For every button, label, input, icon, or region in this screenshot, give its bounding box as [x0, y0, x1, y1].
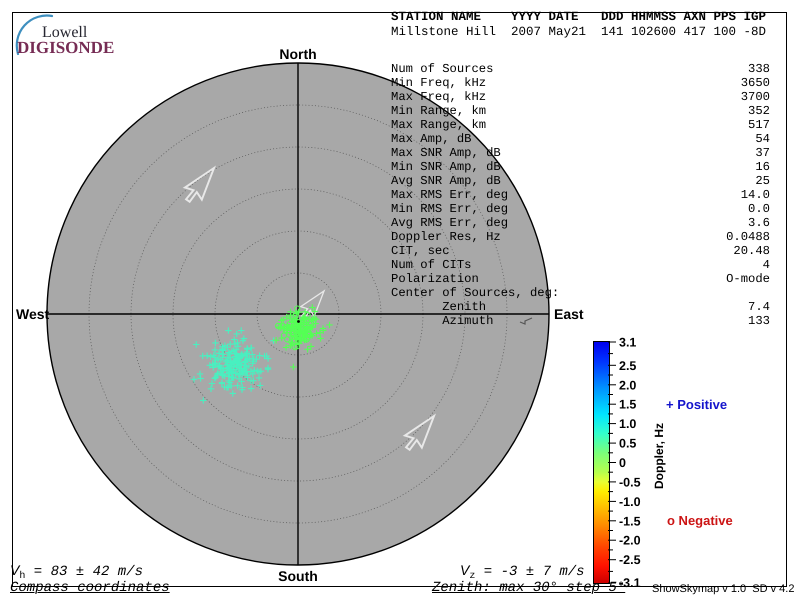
- svg-text:-1.0: -1.0: [619, 495, 641, 509]
- svg-text:-1.5: -1.5: [619, 514, 641, 528]
- svg-text:1.5: 1.5: [619, 398, 636, 412]
- svg-text:-2.0: -2.0: [619, 534, 641, 548]
- svg-text:-2.5: -2.5: [619, 553, 641, 567]
- svg-text:0: 0: [619, 456, 626, 470]
- svg-text:1.0: 1.0: [619, 417, 636, 431]
- svg-text:3.1: 3.1: [619, 336, 636, 350]
- svg-text:0.5: 0.5: [619, 437, 636, 451]
- svg-text:-0.5: -0.5: [619, 475, 641, 489]
- svg-text:2.5: 2.5: [619, 359, 636, 373]
- svg-text:2.0: 2.0: [619, 378, 636, 392]
- svg-text:DIGISONDE: DIGISONDE: [17, 38, 114, 57]
